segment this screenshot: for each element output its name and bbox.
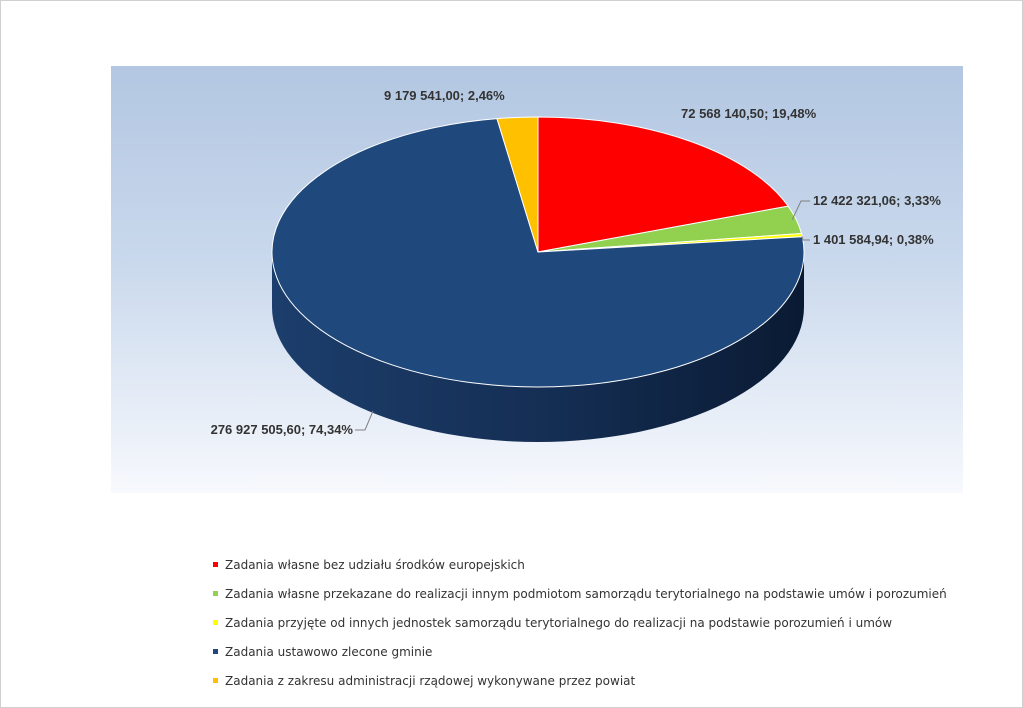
legend-label-5: Zadania z zakresu administracji rządowej… <box>225 674 636 688</box>
legend-swatch-1 <box>213 562 218 567</box>
legend-label-1: Zadania własne bez udziału środków europ… <box>225 558 525 572</box>
pie-leader-lines <box>355 200 810 431</box>
legend-item-3: Zadania przyjęte od innych jednostek sam… <box>213 613 947 642</box>
data-label-1: 72 568 140,50; 19,48% <box>681 106 817 121</box>
pie-chart: 72 568 140,50; 19,48% 12 422 321,06; 3,3… <box>211 88 942 442</box>
data-label-5: 9 179 541,00; 2,46% <box>384 88 505 103</box>
legend: Zadania własne bez udziału środków europ… <box>213 555 947 700</box>
pie-slices <box>271 116 805 388</box>
legend-item-1: Zadania własne bez udziału środków europ… <box>213 555 947 584</box>
pie-slice-4 <box>271 118 805 388</box>
legend-swatch-3 <box>213 620 218 625</box>
pie-side <box>272 252 804 442</box>
leader-line-2 <box>791 200 810 220</box>
pie-side-wall <box>272 252 804 442</box>
legend-label-2: Zadania własne przekazane do realizacji … <box>225 587 947 601</box>
legend-item-5: Zadania z zakresu administracji rządowej… <box>213 671 947 700</box>
legend-swatch-2 <box>213 591 218 596</box>
pie-data-labels: 72 568 140,50; 19,48% 12 422 321,06; 3,3… <box>211 88 942 437</box>
leader-line-3 <box>801 235 810 241</box>
legend-item-2: Zadania własne przekazane do realizacji … <box>213 584 947 613</box>
legend-swatch-5 <box>213 678 218 683</box>
pie-slice-1 <box>537 116 790 253</box>
data-label-3: 1 401 584,94; 0,38% <box>813 232 934 247</box>
legend-swatch-4 <box>213 649 218 654</box>
data-label-4: 276 927 505,60; 74,34% <box>211 422 354 437</box>
leader-line-4 <box>355 410 374 431</box>
legend-item-4: Zadania ustawowo zlecone gminie <box>213 642 947 671</box>
data-label-2: 12 422 321,06; 3,33% <box>813 193 941 208</box>
legend-label-3: Zadania przyjęte od innych jednostek sam… <box>225 616 893 630</box>
pie-slice-5 <box>496 116 539 253</box>
legend-label-4: Zadania ustawowo zlecone gminie <box>225 645 433 659</box>
